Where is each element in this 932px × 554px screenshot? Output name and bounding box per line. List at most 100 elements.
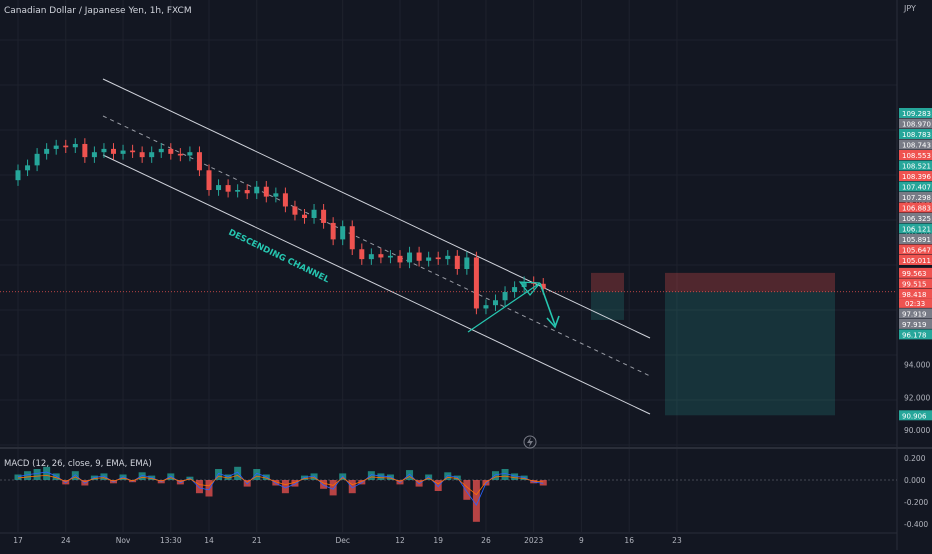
price-label: 105.011 [902, 257, 931, 265]
candle-body [101, 149, 106, 152]
candle-body [207, 170, 212, 190]
candle-body [159, 149, 164, 152]
macd-histogram-bar [330, 480, 337, 495]
candle-body [168, 149, 173, 154]
currency-label: JPY [904, 4, 916, 13]
macd-histogram-bar [473, 480, 480, 522]
x-tick-label: 16 [624, 536, 634, 545]
candle-body [417, 253, 422, 261]
x-tick-label: Nov [116, 536, 131, 545]
candle-body [350, 226, 355, 249]
candle-body [273, 193, 278, 196]
candle-body [292, 206, 297, 214]
price-label: 99.515 [902, 280, 927, 288]
macd-histogram-bar [196, 480, 203, 493]
stop-loss-zone [591, 273, 624, 292]
price-label: 108.396 [902, 173, 931, 181]
candle-body [321, 210, 326, 223]
countdown-label: 02:33 [905, 300, 925, 308]
price-label: 98.418 [902, 291, 927, 299]
x-tick-label: 12 [395, 536, 405, 545]
candle-body [254, 187, 259, 194]
candle-body [331, 223, 336, 239]
candle-body [264, 187, 269, 197]
candle-body [35, 154, 40, 166]
candle-body [283, 193, 288, 206]
candle-body [398, 256, 403, 263]
x-tick-label: Dec [335, 536, 350, 545]
candle-body [140, 152, 145, 157]
price-label: 97.919 [902, 310, 927, 318]
x-tick-label: 17 [13, 536, 23, 545]
price-label: 96.178 [902, 331, 927, 339]
price-label: 107.298 [902, 194, 931, 202]
macd-histogram-bar [492, 471, 499, 480]
price-label: 108.743 [902, 141, 931, 149]
candle-body [44, 149, 49, 154]
channel-annotation: DESCENDING CHANNEL [227, 228, 331, 286]
candle-body [426, 257, 431, 260]
y-tick-label: 94.000 [904, 360, 930, 369]
candle-body [359, 249, 364, 259]
candle-body [63, 146, 68, 148]
candle-body [149, 152, 154, 157]
channel-lower-line [103, 155, 650, 414]
candle-body [340, 226, 345, 239]
price-label: 105.647 [902, 246, 931, 254]
x-tick-label: 21 [252, 536, 262, 545]
x-tick-label: 13:30 [160, 536, 182, 545]
candle-body [378, 254, 383, 257]
x-tick-label: 19 [433, 536, 443, 545]
macd-title: MACD (12, 26, close, 9, EMA, EMA) [4, 459, 152, 469]
candle-body [445, 256, 450, 259]
candle-body [121, 151, 126, 154]
macd-tick-label: 0.000 [904, 476, 926, 485]
y-tick-label: 92.000 [904, 393, 930, 402]
candle-body [512, 287, 517, 292]
candle-body [312, 210, 317, 218]
macd-histogram-bar [435, 480, 442, 491]
take-profit-zone [591, 292, 624, 320]
macd-histogram-bar [72, 471, 79, 480]
candle-body [474, 257, 479, 308]
macd-histogram-bar [406, 470, 413, 480]
channel-upper-line [103, 79, 650, 338]
x-tick-label: 2023 [524, 536, 543, 545]
price-label: 107.407 [902, 183, 931, 191]
candle-body [483, 305, 488, 308]
candle-body [197, 152, 202, 170]
candle-body [388, 256, 393, 258]
x-tick-label: 24 [61, 536, 71, 545]
candle-body [226, 185, 231, 192]
symbol-title: Canadian Dollar / Japanese Yen, 1h, FXCM [4, 6, 192, 16]
macd-histogram-bar [463, 480, 470, 500]
candle-body [25, 165, 30, 170]
channel-mid-line [103, 116, 650, 376]
candle-body [92, 152, 97, 157]
price-label: 97.919 [902, 321, 927, 329]
candle-body [82, 144, 87, 157]
candle-body [54, 146, 59, 149]
candle-body [245, 190, 250, 193]
take-profit-zone [665, 292, 835, 416]
macd-line [18, 472, 543, 505]
macd-histogram-bar [368, 471, 375, 480]
candle-body [130, 151, 135, 153]
x-tick-label: 9 [579, 536, 584, 545]
candle-body [111, 149, 116, 154]
candle-body [407, 253, 412, 263]
candle-body [436, 257, 441, 259]
price-label: 109.283 [902, 110, 931, 118]
price-label: 99.563 [902, 270, 927, 278]
macd-tick-label: 0.200 [904, 454, 926, 463]
x-tick-label: 23 [672, 536, 682, 545]
price-label: 108.970 [902, 120, 931, 128]
candle-body [369, 254, 374, 259]
stop-loss-zone [665, 273, 835, 292]
price-label: 108.553 [902, 152, 931, 160]
price-label: 106.121 [902, 225, 931, 233]
macd-histogram-bar [15, 475, 22, 481]
y-tick-label: 90.000 [904, 426, 930, 435]
price-label: 108.783 [902, 131, 931, 139]
candle-body [16, 170, 21, 180]
